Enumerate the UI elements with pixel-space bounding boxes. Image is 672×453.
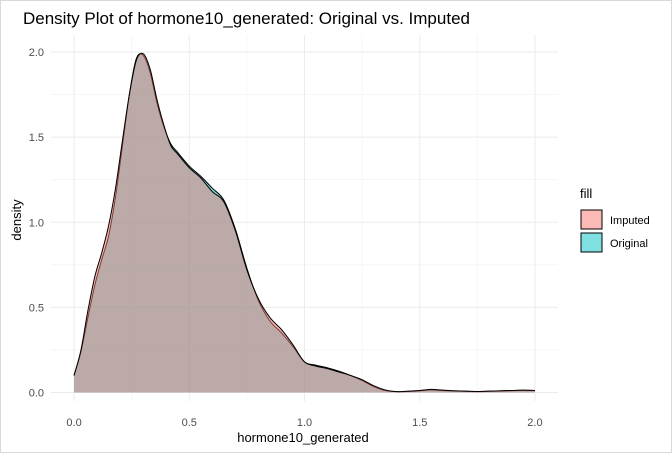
x-axis-ticks: 0.0 0.5 1.0 1.5 2.0: [66, 417, 542, 429]
y-tick-label: 1.5: [29, 132, 44, 144]
density-line-imputed: [73, 52, 535, 393]
x-tick-label: 2.0: [527, 417, 542, 429]
y-axis-title: density: [9, 199, 24, 241]
y-tick-label: 0.5: [29, 302, 44, 314]
y-axis-ticks: 0.0 0.5 1.0 1.5 2.0: [29, 47, 44, 399]
x-tick-label: 0.0: [66, 417, 81, 429]
density-areas: [73, 52, 535, 393]
y-tick-label: 0.0: [29, 387, 44, 399]
density-area-imputed: [74, 53, 535, 393]
legend-key-original: [580, 232, 603, 253]
chart-title: Density Plot of hormone10_generated: Ori…: [23, 9, 470, 28]
x-tick-label: 0.5: [182, 417, 197, 429]
legend: fill Imputed Original: [580, 186, 650, 253]
x-axis-title: hormone10_generated: [237, 430, 369, 445]
x-tick-label: 1.5: [412, 417, 427, 429]
legend-label-imputed: Imputed: [610, 215, 650, 227]
legend-key-imputed: [580, 209, 603, 230]
x-tick-label: 1.0: [297, 417, 312, 429]
y-tick-label: 2.0: [29, 47, 44, 59]
legend-label-original: Original: [610, 238, 648, 250]
legend-title: fill: [580, 186, 592, 201]
y-tick-label: 1.0: [29, 217, 44, 229]
